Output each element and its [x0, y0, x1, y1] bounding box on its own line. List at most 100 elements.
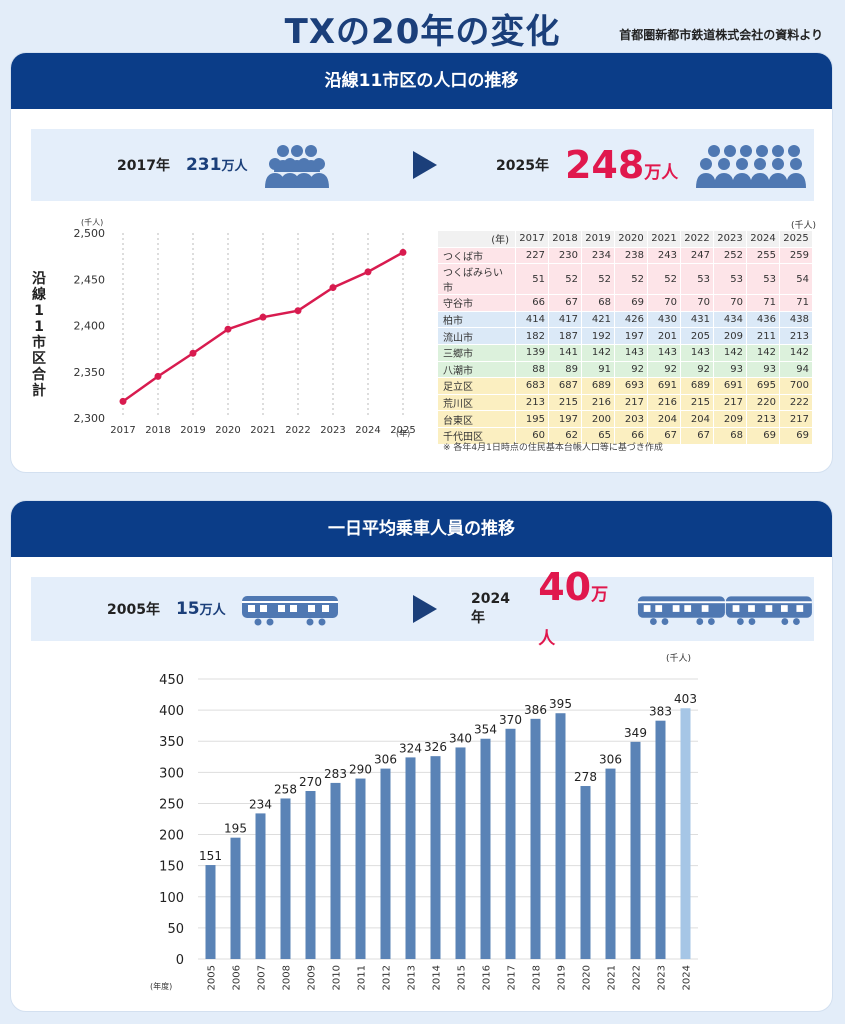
table-cell: 70 — [647, 294, 681, 312]
table-cell: 421 — [581, 310, 615, 329]
table-row-name: 荒川区 — [437, 393, 516, 412]
table-cell: 438 — [779, 310, 813, 329]
bar — [480, 738, 491, 959]
bar-chart-x-tick: 2008 — [282, 965, 293, 990]
bar-chart-y-tick: 250 — [159, 797, 184, 812]
ridership-header: 一日平均乗車人員の推移 — [11, 501, 832, 557]
source-credit: 首都圏新都市鉄道株式会社の資料より — [619, 28, 823, 42]
people-group-large-icon — [696, 145, 807, 188]
table-year-header: 2019 — [581, 230, 615, 248]
table-unit: (千人) — [791, 221, 817, 231]
table-cell: 234 — [581, 246, 615, 265]
bar — [305, 791, 316, 959]
bar-value-label: 290 — [349, 763, 372, 777]
table-cell: 693 — [614, 377, 648, 395]
line-chart-point — [119, 397, 127, 405]
bar-value-label: 395 — [549, 697, 572, 711]
table-year-header: 2020 — [614, 230, 648, 248]
bar-value-label: 258 — [274, 782, 297, 796]
bar-chart-x-tick: 2010 — [332, 965, 343, 990]
table-cell: 93 — [746, 360, 780, 379]
population-summary: 2017年 231万人 2025年 248万人 — [31, 129, 814, 201]
table-cell: 70 — [713, 294, 747, 312]
table-cell: 197 — [614, 327, 648, 345]
ridership-summary: 2005年 15万人 2024年 40万人 — [31, 565, 814, 649]
line-chart-x-tick: 2020 — [215, 425, 240, 436]
table-cell: 53 — [746, 263, 780, 296]
bar-value-label: 326 — [424, 740, 447, 754]
bar-value-label: 383 — [649, 705, 672, 719]
table-year-header: 2017 — [515, 230, 549, 248]
table-cell: 230 — [548, 246, 582, 265]
line-chart-x-tick: 2025 — [390, 425, 415, 436]
table-cell: 68 — [581, 294, 615, 312]
table-cell: 209 — [713, 410, 747, 428]
arrow-right-icon — [413, 151, 437, 179]
table-cell: 213 — [779, 327, 813, 345]
table-cell: 67 — [548, 294, 582, 312]
bar-chart-x-tick: 2018 — [532, 965, 543, 990]
table-row: 千代田区 60 62 65 66 67 67 68 69 69 — [437, 426, 813, 445]
table-row-name: つくば市 — [437, 246, 516, 265]
table-cell: 139 — [515, 343, 549, 362]
table-row: つくばみらい市 51 52 52 52 52 53 53 53 54 — [437, 263, 813, 296]
bar — [455, 747, 466, 959]
table-cell: 142 — [713, 343, 747, 362]
table-cell: 216 — [581, 393, 615, 412]
table-cell: 52 — [647, 263, 681, 296]
line-chart-point — [294, 307, 302, 315]
table-year-header: 2025 — [779, 230, 813, 248]
page-title: TXの20年の変化 — [284, 12, 561, 52]
bar — [530, 718, 541, 959]
table-cell: 142 — [746, 343, 780, 362]
bar-value-label: 354 — [474, 723, 497, 737]
table-cell: 51 — [515, 263, 549, 296]
table-row: 守谷市 66 67 68 69 70 70 70 71 71 — [437, 294, 813, 312]
line-chart-point — [364, 268, 372, 276]
bar — [255, 813, 266, 959]
table-cell: 238 — [614, 246, 648, 265]
table-cell: 88 — [515, 360, 549, 379]
table-cell: 414 — [515, 310, 549, 329]
line-chart-y-tick: 2,500 — [74, 227, 106, 240]
bar — [505, 728, 516, 959]
table-cell: 205 — [680, 327, 714, 345]
ridership-from-year: 2005年 — [107, 602, 160, 618]
table-row: 荒川区 213 215 216 217 216 215 217 220 222 — [437, 393, 813, 412]
ridership-to-year: 2024年 — [471, 591, 510, 626]
table-cell: 683 — [515, 377, 549, 395]
bar-chart-y-tick: 150 — [159, 860, 184, 875]
bar-value-label: 278 — [574, 770, 597, 784]
summary-to-year: 2025年 — [496, 158, 549, 174]
bar-value-label: 151 — [199, 849, 222, 863]
bar-chart-y-tick: 200 — [159, 829, 184, 844]
bar-chart-x-tick: 2019 — [557, 965, 568, 990]
table-cell: 142 — [581, 343, 615, 362]
line-chart-point — [259, 313, 267, 321]
table-cell: 691 — [647, 377, 681, 395]
table-row: 流山市 182 187 192 197 201 205 209 211 213 — [437, 327, 813, 345]
ridership-summary-to: 2024年 40万人 — [471, 565, 814, 649]
table-cell: 53 — [713, 263, 747, 296]
table-row: 柏市 414 417 421 426 430 431 434 436 438 — [437, 310, 813, 329]
arrow-right-icon-2 — [413, 595, 437, 623]
table-cell: 243 — [647, 246, 681, 265]
bar-value-label: 234 — [249, 797, 272, 811]
table-cell: 689 — [581, 377, 615, 395]
table-year-header: 2024 — [746, 230, 780, 248]
bar-chart-x-tick: 2009 — [307, 965, 318, 990]
table-row: つくば市 227 230 234 238 243 247 252 255 259 — [437, 246, 813, 265]
summary-from-value: 231万人 — [185, 155, 248, 175]
table-cell: 195 — [515, 410, 549, 428]
table-row-name: つくばみらい市 — [437, 263, 516, 296]
table-cell: 259 — [779, 246, 813, 265]
table-row-name: 足立区 — [437, 377, 516, 395]
bar-chart-y-tick: 50 — [167, 922, 184, 937]
table-row-name: 八潮市 — [437, 360, 516, 379]
table-cell: 695 — [746, 377, 780, 395]
bar-chart-y-tick: 450 — [159, 673, 184, 688]
line-chart-y-tick: 2,400 — [74, 320, 106, 333]
bar — [605, 768, 616, 959]
table-cell: 65 — [581, 426, 615, 445]
population-table: (年) 2017 2018 2019 2020 2021 2022 2023 2024 2025 … — [437, 230, 813, 445]
